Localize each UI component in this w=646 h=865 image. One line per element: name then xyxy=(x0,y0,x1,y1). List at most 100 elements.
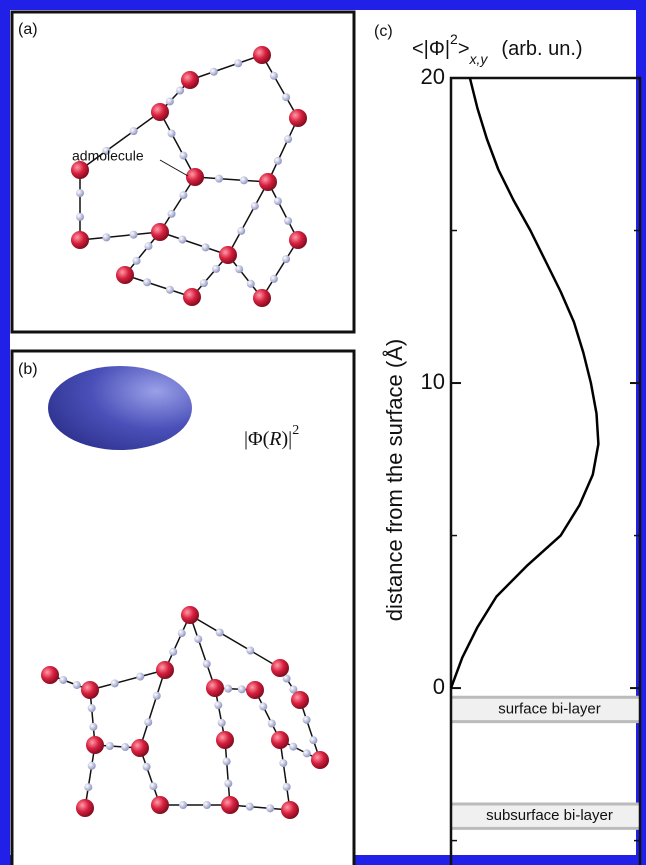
oxygen xyxy=(131,739,149,757)
hydrogen xyxy=(144,242,152,250)
hydrogen xyxy=(179,152,187,160)
hydrogen xyxy=(144,718,152,726)
hydrogen xyxy=(143,278,151,286)
hydrogen xyxy=(179,191,187,199)
plot-frame xyxy=(451,78,640,865)
hydrogen xyxy=(88,762,96,770)
annotation: admolecule xyxy=(72,148,144,164)
oxygen xyxy=(271,659,289,677)
hydrogen xyxy=(200,279,208,287)
hydrogen xyxy=(143,763,151,771)
hydrogen xyxy=(251,202,259,210)
hydrogen xyxy=(168,210,176,218)
hydrogen xyxy=(166,286,174,294)
hydrogen xyxy=(284,135,292,143)
chart-title: <|Φ|2>x,y (arb. un.) xyxy=(412,31,583,67)
hydrogen xyxy=(203,660,211,668)
title-part: > xyxy=(458,38,470,60)
hydrogen xyxy=(246,803,254,811)
hydrogen xyxy=(270,72,278,80)
oxygen xyxy=(116,266,134,284)
hydrogen xyxy=(268,720,276,728)
oxygen xyxy=(206,679,224,697)
oxygen xyxy=(151,103,169,121)
hydrogen xyxy=(149,782,157,790)
band-label: surface bi-layer xyxy=(498,700,601,717)
hydrogen xyxy=(136,673,144,681)
title-part: (arb. un.) xyxy=(501,38,582,60)
hydrogen xyxy=(240,176,248,184)
hydrogen xyxy=(153,692,161,700)
oxygen xyxy=(86,736,104,754)
annotation-part: |Φ( xyxy=(244,428,270,450)
oxygen xyxy=(281,801,299,819)
hydrogen xyxy=(238,685,246,693)
oxygen xyxy=(289,109,307,127)
annotation-part: R xyxy=(268,428,281,450)
oxygen xyxy=(76,799,94,817)
hydrogen xyxy=(212,265,220,273)
hydrogen xyxy=(76,189,84,197)
panel-a-box xyxy=(12,12,354,332)
oxygen xyxy=(151,223,169,241)
density-blob xyxy=(48,366,192,450)
hydrogen xyxy=(214,701,222,709)
hydrogen xyxy=(279,759,287,767)
hydrogen xyxy=(246,647,254,655)
oxygen xyxy=(181,606,199,624)
hydrogen xyxy=(289,743,297,751)
hydrogen xyxy=(235,265,243,273)
hydrogen xyxy=(178,629,186,637)
hydrogen xyxy=(203,801,211,809)
oxygen xyxy=(253,289,271,307)
hydrogen xyxy=(270,275,278,283)
hydrogen xyxy=(130,127,138,135)
oxygen xyxy=(253,46,271,64)
hydrogen xyxy=(274,197,282,205)
oxygen xyxy=(311,751,329,769)
panel-label: (a) xyxy=(18,21,38,38)
oxygen xyxy=(81,681,99,699)
oxygen xyxy=(246,681,264,699)
panel-label: (c) xyxy=(374,23,393,40)
y-tick-label: 20 xyxy=(421,64,445,89)
annotation-part: )| xyxy=(282,428,293,450)
hydrogen xyxy=(303,749,311,757)
oxygen xyxy=(216,731,234,749)
title-part: <|Φ| xyxy=(412,38,450,60)
hydrogen xyxy=(194,635,202,643)
hydrogen xyxy=(216,628,224,636)
hydrogen xyxy=(215,175,223,183)
hydrogen xyxy=(224,780,232,788)
title-part: x,y xyxy=(469,51,489,67)
hydrogen xyxy=(218,719,226,727)
hydrogen xyxy=(169,648,177,656)
hydrogen xyxy=(282,255,290,263)
oxygen xyxy=(219,246,237,264)
hydrogen xyxy=(309,736,317,744)
hydrogen xyxy=(73,681,81,689)
oxygen xyxy=(183,288,201,306)
hydrogen xyxy=(237,227,245,235)
hydrogen xyxy=(223,757,231,765)
profile-line xyxy=(451,78,598,688)
oxygen xyxy=(71,231,89,249)
hydrogen xyxy=(247,280,255,288)
oxygen xyxy=(41,666,59,684)
oxygen xyxy=(156,661,174,679)
oxygen xyxy=(259,173,277,191)
hydrogen xyxy=(133,257,141,265)
hydrogen xyxy=(266,804,274,812)
hydrogen xyxy=(259,703,267,711)
hydrogen xyxy=(210,68,218,76)
title-part: 2 xyxy=(450,31,458,47)
y-axis-label: distance from the surface (Å) xyxy=(382,339,407,621)
hydrogen xyxy=(111,679,119,687)
hydrogen xyxy=(76,213,84,221)
hydrogen xyxy=(178,236,186,244)
oxygen xyxy=(186,168,204,186)
hydrogen xyxy=(166,97,174,105)
oxygen xyxy=(289,231,307,249)
hydrogen xyxy=(168,129,176,137)
hydrogen xyxy=(89,723,97,731)
